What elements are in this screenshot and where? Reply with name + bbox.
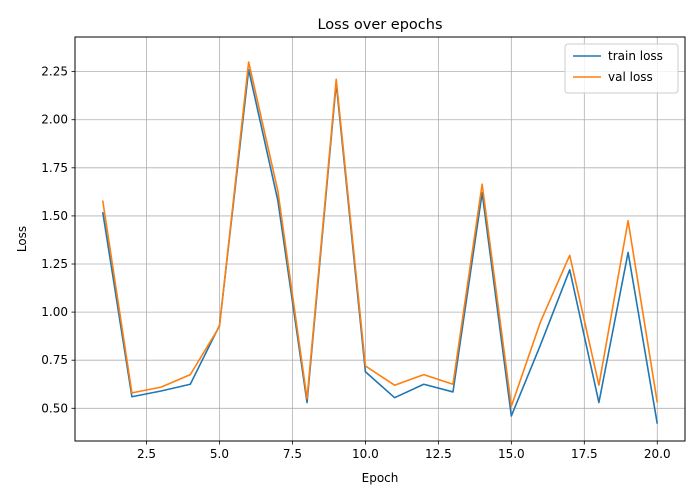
legend-label: val loss <box>608 70 653 84</box>
series-line-train-loss <box>101 68 659 424</box>
y-axis-label: Loss <box>15 226 29 252</box>
x-tick-label: 5.0 <box>210 447 229 461</box>
x-tick-label: 12.5 <box>425 447 452 461</box>
grid-lines <box>75 37 685 441</box>
y-tick-label: 1.25 <box>41 257 68 271</box>
legend-label: train loss <box>608 49 663 63</box>
chart-title: Loss over epochs <box>317 17 442 33</box>
x-tick-label: 2.5 <box>137 447 156 461</box>
y-tick-label: 1.50 <box>41 209 68 223</box>
series-lines <box>101 61 659 424</box>
x-tick-label: 10.0 <box>352 447 379 461</box>
series-line-val-loss <box>101 61 659 408</box>
x-tick-label: 15.0 <box>498 447 525 461</box>
y-tick-label: 2.00 <box>41 113 68 127</box>
y-tick-label: 0.50 <box>41 401 68 415</box>
plot-frame <box>74 36 686 442</box>
y-tick-label: 1.75 <box>41 161 68 175</box>
y-axis: 0.50 0.75 1.00 1.25 1.50 1.75 2.00 2.25 <box>41 65 75 415</box>
y-tick-label: 2.25 <box>41 65 68 79</box>
y-tick-label: 0.75 <box>41 353 68 367</box>
x-tick-label: 20.0 <box>644 447 671 461</box>
x-tick-label: 7.5 <box>283 447 302 461</box>
legend: train loss val loss <box>564 43 679 94</box>
x-axis-label: Epoch <box>362 471 399 485</box>
y-tick-label: 1.00 <box>41 305 68 319</box>
x-tick-label: 17.5 <box>571 447 598 461</box>
x-axis: 2.5 5.0 7.5 10.0 12.5 15.0 17.5 20.0 <box>137 441 671 461</box>
